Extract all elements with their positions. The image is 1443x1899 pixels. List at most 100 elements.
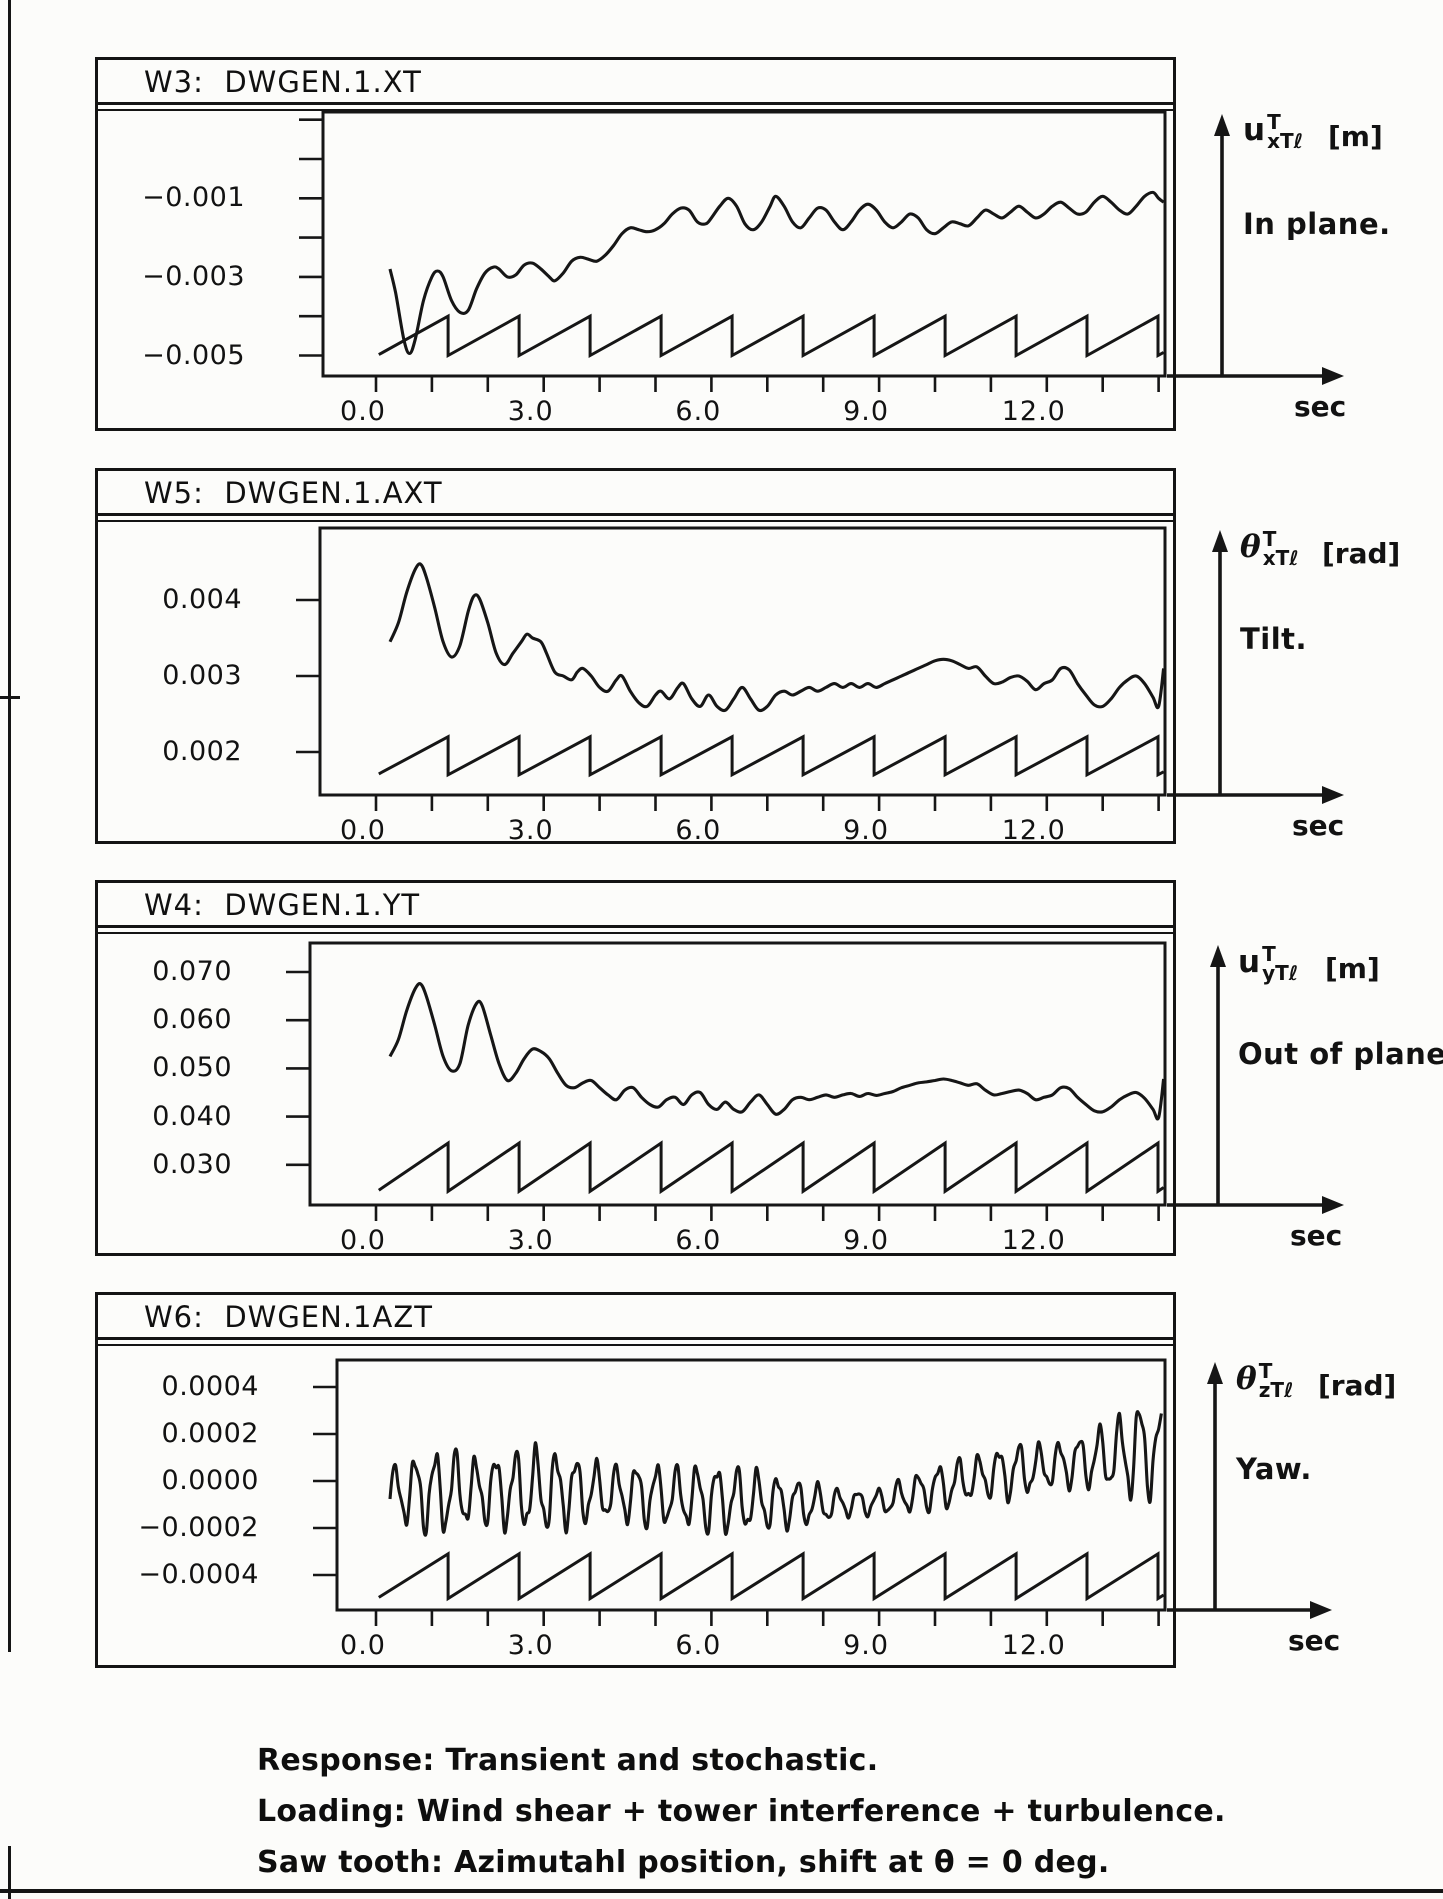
plot-frame bbox=[318, 526, 1167, 797]
x-tick-label: 12.0 bbox=[1001, 1225, 1066, 1256]
value-axis-description: Yaw. bbox=[1236, 1452, 1312, 1486]
value-axis-unit: [m] bbox=[1328, 120, 1383, 153]
x-tick-label: 0.0 bbox=[340, 396, 386, 427]
symbol-base: θ bbox=[1240, 529, 1261, 565]
page-border-left-bottom bbox=[8, 1846, 11, 1899]
response-curve bbox=[388, 1410, 1163, 1537]
y-tick-label: 0.070 bbox=[152, 956, 232, 987]
caption-line-response: Response: Transient and stochastic. bbox=[257, 1743, 879, 1778]
time-axis-arrowhead bbox=[1322, 367, 1344, 385]
y-tick-label: 0.050 bbox=[152, 1052, 232, 1084]
time-axis-unit: sec bbox=[1288, 1624, 1341, 1657]
titlebar-underline bbox=[98, 932, 1173, 934]
x-tick-label: 3.0 bbox=[507, 1225, 554, 1256]
plot-frame bbox=[321, 110, 1167, 378]
panel-titlebar: W3: DWGEN.1.XT bbox=[98, 60, 1173, 105]
x-tick-label: 6.0 bbox=[675, 1630, 722, 1661]
time-axis-unit: sec bbox=[1292, 809, 1345, 842]
panel-title: W4: DWGEN.1.YT bbox=[144, 888, 421, 922]
panel-titlebar: W5: DWGEN.1.AXT bbox=[98, 471, 1173, 516]
panel-W4-window: W4: DWGEN.1.YT bbox=[95, 880, 1176, 1256]
plot-group-W3 bbox=[299, 110, 1344, 392]
page-border-bottom bbox=[0, 1889, 1443, 1893]
value-axis-unit: [m] bbox=[1325, 952, 1380, 985]
x-tick-label: 12.0 bbox=[1001, 396, 1066, 427]
response-curve bbox=[388, 190, 1165, 356]
response-curve bbox=[388, 982, 1166, 1121]
y-tick-label: 0.0002 bbox=[161, 1418, 259, 1449]
symbol-base: θ bbox=[1236, 1361, 1257, 1397]
y-tick-label: −0.001 bbox=[142, 182, 245, 214]
y-tick-label: −0.005 bbox=[142, 339, 245, 371]
symbol-subscript: yTℓ bbox=[1262, 961, 1299, 985]
plot-frame bbox=[335, 1358, 1167, 1612]
caption-line-loading: Loading: Wind shear + tower interference… bbox=[257, 1794, 1226, 1829]
time-axis-arrowhead bbox=[1322, 786, 1344, 804]
value-axis-unit: [rad] bbox=[1322, 537, 1401, 570]
y-tick-label: 0.060 bbox=[152, 1004, 232, 1036]
panel-titlebar: W6: DWGEN.1AZT bbox=[98, 1295, 1173, 1340]
value-axis-arrowhead bbox=[1207, 1362, 1223, 1384]
symbol-superscript: T bbox=[1267, 110, 1281, 134]
value-axis-arrowhead bbox=[1214, 114, 1230, 136]
x-tick-label: 12.0 bbox=[1001, 1630, 1066, 1661]
x-tick-label: 3.0 bbox=[507, 815, 554, 846]
y-tick-label: 0.003 bbox=[162, 660, 242, 691]
symbol-superscript: T bbox=[1262, 527, 1277, 551]
value-axis-arrowhead bbox=[1212, 530, 1228, 552]
y-tick-label: 0.040 bbox=[152, 1100, 232, 1132]
panel-W5-window: W5: DWGEN.1.AXT bbox=[95, 468, 1176, 844]
azimuth-sawtooth-curve bbox=[378, 1551, 1165, 1602]
value-axis-arrowhead bbox=[1210, 945, 1226, 967]
x-tick-label: 6.0 bbox=[675, 396, 722, 427]
panel-title: W3: DWGEN.1.XT bbox=[144, 65, 422, 99]
symbol-base: u bbox=[1238, 944, 1261, 980]
y-tick-label: 0.002 bbox=[162, 736, 242, 767]
value-axis-description: Tilt. bbox=[1240, 622, 1308, 656]
y-tick-label: 0.004 bbox=[162, 584, 242, 615]
y-tick-label: −0.0004 bbox=[138, 1559, 259, 1590]
x-tick-label: 6.0 bbox=[675, 815, 722, 846]
x-tick-label: 0.0 bbox=[340, 815, 386, 846]
value-axis-description: Out of plane. bbox=[1238, 1037, 1443, 1071]
x-tick-label: 6.0 bbox=[675, 1225, 722, 1256]
azimuth-sawtooth-curve bbox=[377, 1140, 1165, 1195]
figure-caption: Response: Transient and stochastic. Load… bbox=[257, 1735, 1226, 1888]
time-axis-arrowhead bbox=[1322, 1196, 1344, 1214]
x-tick-label: 0.0 bbox=[340, 1225, 386, 1256]
value-axis-description: In plane. bbox=[1243, 207, 1391, 241]
plot-frame bbox=[308, 941, 1167, 1207]
plot-group-W6 bbox=[313, 1358, 1332, 1626]
x-tick-label: 12.0 bbox=[1001, 815, 1066, 846]
symbol-subscript: zTℓ bbox=[1258, 1378, 1294, 1402]
x-tick-label: 9.0 bbox=[843, 1225, 890, 1256]
plot-group-W5 bbox=[296, 526, 1344, 811]
x-tick-label: 9.0 bbox=[843, 815, 890, 846]
titlebar-underline bbox=[98, 520, 1173, 522]
time-axis-arrowhead bbox=[1310, 1601, 1332, 1619]
symbol-superscript: T bbox=[1258, 1359, 1273, 1383]
panel-W3-window: W3: DWGEN.1.XT bbox=[95, 57, 1176, 431]
x-tick-label: 3.0 bbox=[507, 396, 554, 427]
symbol-superscript: T bbox=[1262, 942, 1276, 966]
azimuth-sawtooth-curve bbox=[378, 734, 1165, 778]
panel-title: W6: DWGEN.1AZT bbox=[144, 1300, 433, 1334]
y-tick-label: 0.0000 bbox=[161, 1465, 259, 1496]
panel-titlebar: W4: DWGEN.1.YT bbox=[98, 883, 1173, 928]
panel-W6-window: W6: DWGEN.1AZT bbox=[95, 1292, 1176, 1668]
titlebar-underline bbox=[98, 1344, 1173, 1346]
y-tick-label: −0.0002 bbox=[138, 1512, 259, 1543]
titlebar-underline bbox=[98, 109, 1173, 111]
value-axis-unit: [rad] bbox=[1318, 1369, 1397, 1402]
y-tick-label: 0.030 bbox=[152, 1148, 232, 1180]
page-border-left bbox=[8, 0, 11, 1652]
